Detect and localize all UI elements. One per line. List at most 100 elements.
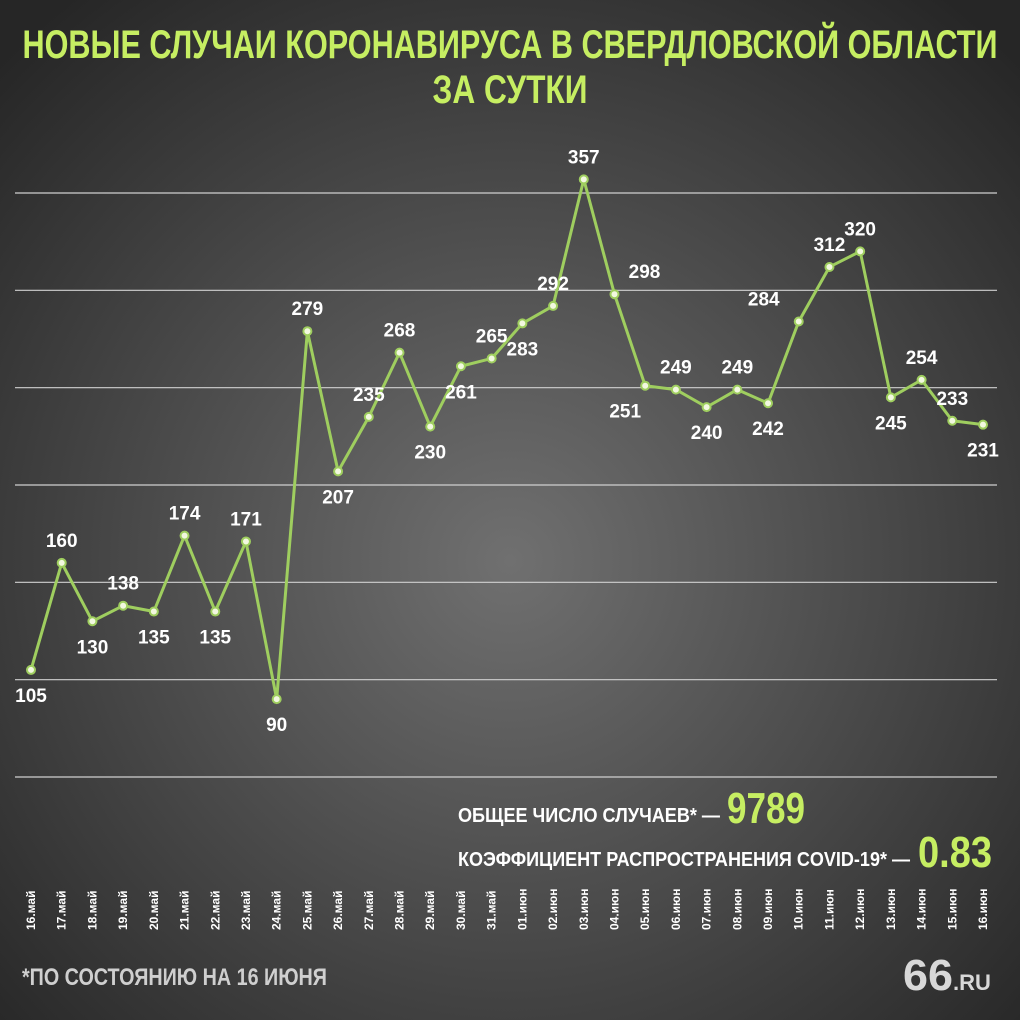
data-point bbox=[363, 411, 374, 422]
data-point bbox=[394, 347, 405, 358]
data-label: 138 bbox=[107, 574, 139, 595]
data-label: 171 bbox=[230, 509, 262, 530]
data-label: 160 bbox=[46, 531, 78, 552]
data-point bbox=[640, 380, 651, 391]
plot: 16.май 17.май 18.май 19.май 20.май 21.май 22.м… bbox=[15, 147, 999, 930]
x-tick-label: 22.май bbox=[208, 891, 222, 930]
x-tick-label: 02.июн bbox=[546, 888, 560, 930]
x-tick-label: 07.июн bbox=[700, 888, 714, 930]
data-point bbox=[240, 536, 251, 547]
data-label: 265 bbox=[476, 326, 508, 347]
data-label: 240 bbox=[691, 423, 723, 444]
data-point bbox=[333, 466, 344, 477]
x-tick-label: 23.май bbox=[239, 891, 253, 930]
data-label: 233 bbox=[936, 389, 968, 410]
data-point bbox=[486, 353, 497, 364]
x-tick-label: 30.май bbox=[454, 891, 468, 930]
data-point bbox=[701, 402, 712, 413]
data-point bbox=[26, 664, 36, 675]
rate-label: КОЭФФИЦИЕНТ РАСПРОСТРАНЕНИЯ COVID-19* — bbox=[458, 849, 910, 871]
data-label: 268 bbox=[384, 321, 416, 342]
x-tick-label: 25.май bbox=[300, 891, 314, 930]
x-tick-label: 06.июн bbox=[669, 888, 683, 930]
x-tick-label: 14.июн bbox=[915, 888, 929, 930]
data-point bbox=[916, 374, 927, 385]
data-label: 174 bbox=[169, 504, 201, 525]
x-tick-label: 12.июн bbox=[853, 888, 867, 930]
x-tick-label: 13.июн bbox=[884, 888, 898, 930]
data-point bbox=[855, 246, 866, 257]
x-tick-label: 05.июн bbox=[638, 888, 652, 930]
data-point bbox=[885, 392, 896, 403]
data-label: 284 bbox=[748, 289, 780, 310]
x-tick-label: 26.май bbox=[331, 891, 345, 930]
x-tick-label: 31.май bbox=[485, 891, 499, 930]
x-tick-label: 04.июн bbox=[607, 888, 621, 930]
data-point bbox=[947, 415, 958, 426]
data-label: 279 bbox=[292, 299, 324, 320]
x-tick-label: 11.июн bbox=[822, 889, 836, 930]
data-point bbox=[548, 300, 559, 311]
data-point bbox=[763, 398, 774, 409]
data-label: 235 bbox=[353, 385, 385, 406]
x-tick-label: 01.июн bbox=[515, 888, 529, 930]
x-tick-label: 19.май bbox=[116, 891, 130, 930]
data-point bbox=[56, 557, 67, 568]
data-label: 230 bbox=[414, 443, 446, 464]
x-tick-label: 18.май bbox=[85, 891, 99, 930]
data-point bbox=[179, 530, 190, 541]
data-label: 292 bbox=[537, 274, 569, 295]
footnote: *ПО СОСТОЯНИЮ НА 16 ИЮНЯ bbox=[22, 964, 327, 991]
data-point bbox=[118, 600, 129, 611]
x-tick-label: 24.май bbox=[270, 891, 284, 930]
x-tick-label: 03.июн bbox=[577, 888, 591, 930]
total-label: ОБЩЕЕ ЧИСЛО СЛУЧАЕВ* — bbox=[458, 805, 720, 827]
chart-subtitle: ЗА СУТКИ bbox=[433, 68, 588, 112]
x-tick-label: 27.май bbox=[362, 891, 376, 930]
data-label: 312 bbox=[814, 235, 846, 256]
data-line bbox=[29, 177, 984, 701]
data-point bbox=[455, 361, 466, 372]
total-value: 9789 bbox=[727, 784, 805, 833]
data-point bbox=[978, 419, 988, 430]
data-label: 249 bbox=[721, 358, 753, 379]
x-tick-label: 21.май bbox=[178, 891, 192, 930]
x-tick-label: 08.июн bbox=[730, 888, 744, 930]
x-tick-label: 09.июн bbox=[761, 888, 775, 930]
chart-title: НОВЫЕ СЛУЧАИ КОРОНАВИРУСА В СВЕРДЛОВСКОЙ… bbox=[23, 21, 998, 67]
logo-suffix: .RU bbox=[953, 970, 991, 995]
data-point bbox=[793, 316, 804, 327]
data-label: 357 bbox=[568, 147, 600, 168]
data-label: 320 bbox=[844, 219, 876, 240]
data-label: 90 bbox=[266, 715, 287, 736]
x-tick-label: 20.май bbox=[147, 891, 161, 930]
data-label: 298 bbox=[629, 262, 661, 283]
data-point bbox=[271, 694, 282, 705]
data-label: 130 bbox=[77, 637, 109, 658]
data-point bbox=[732, 384, 743, 395]
x-tick-label: 17.май bbox=[55, 891, 69, 930]
logo-number: 66 bbox=[903, 951, 953, 1000]
x-tick-label: 10.июн bbox=[792, 888, 806, 930]
data-point bbox=[824, 261, 835, 272]
data-point bbox=[517, 318, 528, 329]
x-tick-label: 15.июн bbox=[945, 888, 959, 930]
x-tick-label: 16.июн bbox=[976, 888, 990, 930]
data-label: 261 bbox=[445, 382, 477, 403]
data-point bbox=[148, 606, 159, 617]
data-point bbox=[210, 606, 221, 617]
rate-value: 0.83 bbox=[918, 828, 992, 877]
data-point bbox=[87, 616, 98, 627]
data-label: 207 bbox=[322, 487, 354, 508]
data-label: 245 bbox=[875, 413, 907, 434]
x-tick-label: 16.май bbox=[24, 891, 38, 930]
data-point bbox=[425, 421, 436, 432]
data-label: 242 bbox=[752, 419, 784, 440]
data-point bbox=[609, 289, 620, 300]
data-point bbox=[302, 326, 313, 337]
data-label: 135 bbox=[199, 628, 231, 649]
data-label: 105 bbox=[15, 686, 47, 707]
data-label: 249 bbox=[660, 358, 692, 379]
